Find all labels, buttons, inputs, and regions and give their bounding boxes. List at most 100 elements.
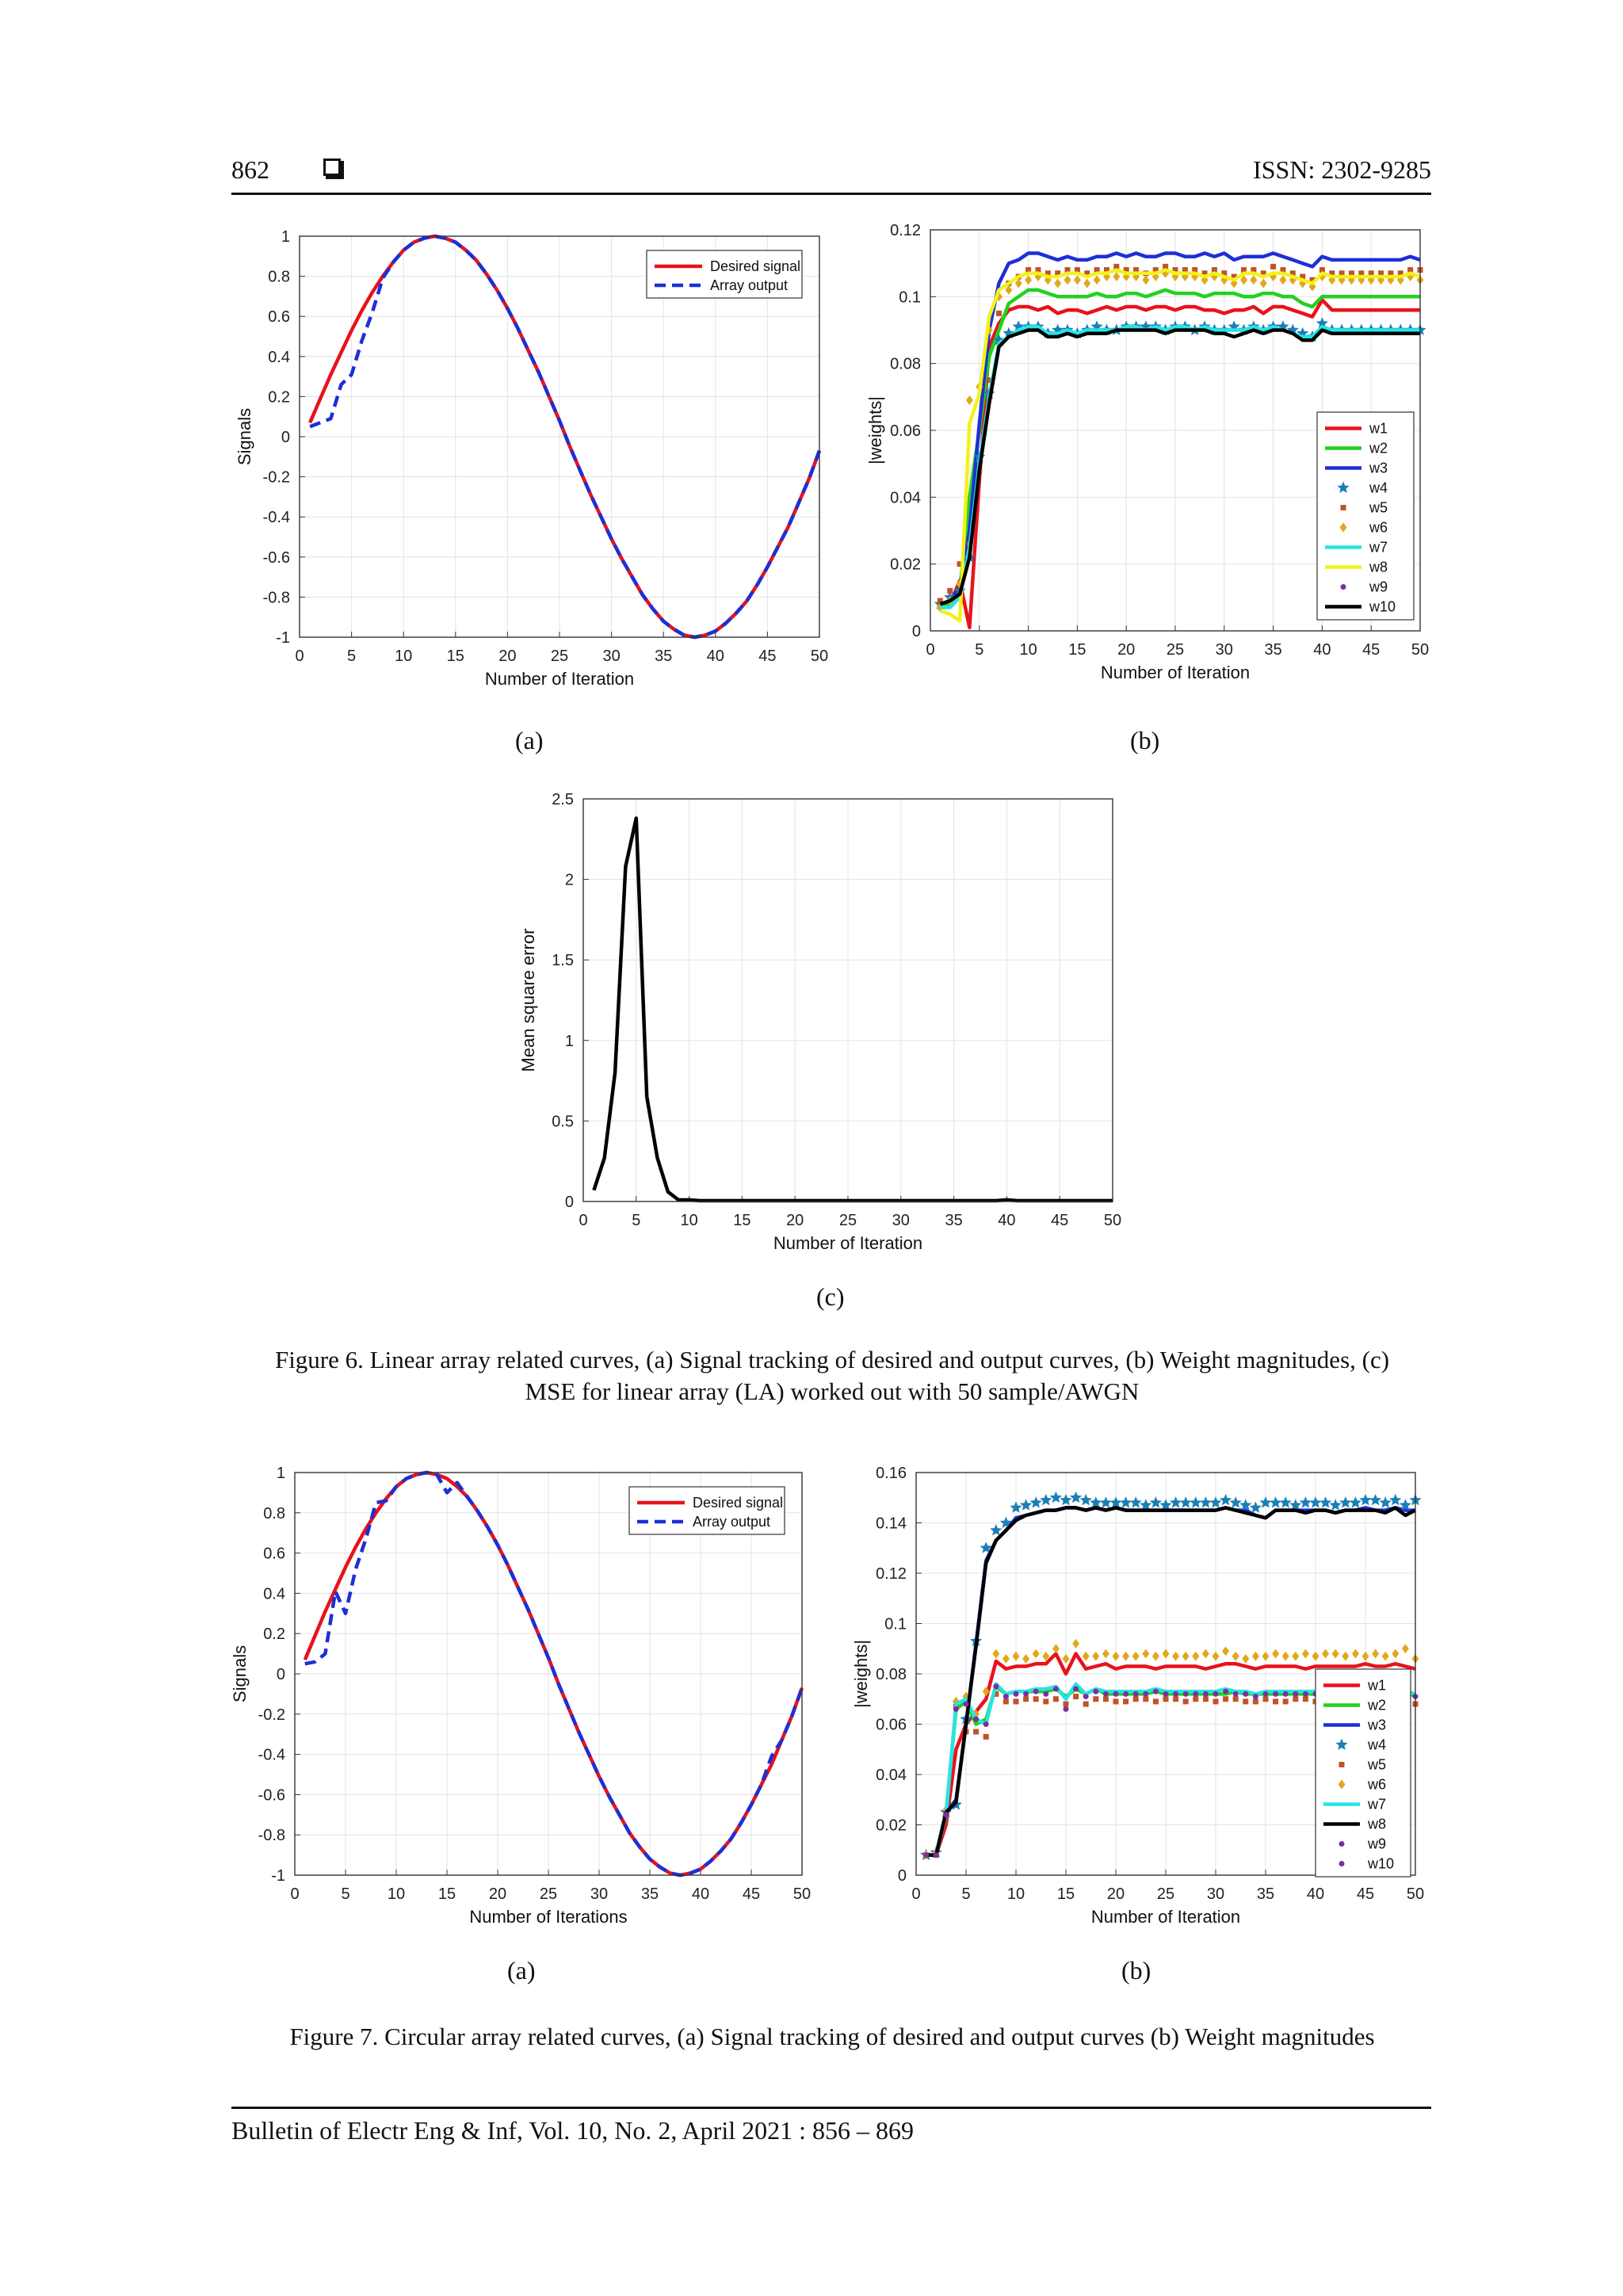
y-tick-label: 0 [898,1867,907,1885]
y-tick-label: 0.6 [263,1545,285,1563]
data-point [1270,272,1277,282]
figure-7b-chart: 0 5 10 15 20 25 30 35 40 45 50 0 0.02 0.04 0.06 0.08 0.1… [851,1465,1424,1927]
data-point [1172,267,1178,273]
legend-label: w2 [1367,1698,1386,1713]
series-line [940,298,1420,630]
series-line [940,325,1420,609]
data-point [947,587,953,594]
x-tick-label: 25 [1157,1885,1174,1903]
data-point [1060,1493,1072,1506]
data-point [1273,1698,1279,1705]
data-point [1252,1698,1258,1705]
legend: Desired signal Array output [646,250,803,299]
data-point [1201,1648,1209,1659]
axis-ticks: 0 5 10 15 20 25 30 35 40 45 50 0 0.5 1 1.5 2 2.5 [552,791,1121,1229]
figure-6b-chart: 0 5 10 15 20 25 30 35 40 45 50 0 0.02 0.04 0.06 0.08 0.1… [865,222,1429,682]
series-w5 [937,263,1423,604]
x-tick-label: 50 [1411,641,1429,659]
data-point [1292,1651,1300,1661]
data-point [1002,1653,1010,1664]
data-point [1250,275,1258,285]
legend-marker [1338,1779,1346,1790]
x-tick-label: 35 [945,1212,962,1229]
data-point [1182,1651,1190,1661]
data-point [1369,1493,1382,1506]
legend-label: w8 [1367,1817,1386,1832]
y-tick-label: 0.4 [263,1585,285,1603]
issn: ISSN: 2302-9285 [1253,155,1431,184]
legend-label: w5 [1369,500,1388,516]
data-point [1032,1648,1040,1659]
series-w3 [939,251,1421,606]
y-tick-label: 0 [281,429,290,446]
data-point [1243,1698,1249,1705]
data-point [1209,1496,1222,1508]
data-point [1090,1496,1102,1508]
x-tick-label: 25 [540,1885,557,1903]
x-tick-label: 20 [1107,1885,1125,1903]
data-point [1262,1651,1270,1661]
data-point [1149,1496,1162,1508]
x-tick-label: 45 [1362,641,1380,659]
data-point [1202,1696,1209,1702]
data-point [1273,1690,1279,1697]
y-tick-label: 0.1 [899,288,921,306]
data-point [1299,1496,1312,1508]
series-mse [592,816,1113,1203]
data-point [1062,1653,1070,1664]
legend-label: w7 [1369,540,1388,556]
data-point [1044,270,1051,277]
data-point [1025,275,1033,285]
x-tick-label: 30 [1207,1885,1224,1903]
data-point [983,1721,989,1727]
data-point [1281,1651,1289,1661]
legend-label: w2 [1369,441,1388,457]
data-point [1302,1696,1308,1702]
data-point [1407,267,1414,273]
series-Array output [309,234,822,640]
data-point [1359,1493,1372,1506]
data-point [1082,1651,1090,1661]
figure-6-caption: Figure 6. Linear array related curves, (… [274,1346,1390,1405]
series-line [309,234,822,640]
data-point [1132,1690,1139,1697]
data-point [1113,1698,1119,1705]
data-point [1312,1651,1319,1661]
y-tick-label: 0.16 [876,1465,907,1482]
data-point [1040,1493,1052,1506]
x-tick-label: 50 [1407,1885,1424,1903]
data-point [1083,1701,1089,1707]
x-tick-label: 15 [1057,1885,1075,1903]
y-tick-label: 0.12 [890,222,921,239]
data-point [1123,267,1129,273]
data-point [1279,275,1287,285]
legend-label: Array output [693,1514,770,1530]
data-point [1123,1690,1129,1697]
series-w10 [939,328,1420,606]
data-point [1064,275,1071,285]
data-point [1142,275,1150,285]
data-point [933,1852,939,1859]
data-point [1338,270,1345,277]
data-point [1023,1696,1029,1702]
data-point [1193,1690,1199,1697]
data-point [1092,1651,1100,1661]
data-point [1012,1651,1020,1661]
y-tick-label: 1.5 [552,952,574,969]
data-point [923,1852,930,1859]
data-point [1300,273,1306,280]
data-point [1318,272,1326,282]
data-point [1049,1491,1062,1503]
legend-marker [1340,505,1346,510]
x-tick-label: 5 [341,1885,349,1903]
x-tick-label: 50 [811,648,828,665]
series-line [926,1506,1417,1857]
data-point [1129,1496,1142,1508]
x-tick-label: 20 [1117,641,1135,659]
data-point [1378,270,1384,277]
data-point [1251,267,1257,273]
data-point [1170,1496,1182,1508]
figure-7-caption: Figure 7. Circular array related curves,… [289,2023,1375,2050]
x-tick-label: 40 [1307,1885,1324,1903]
x-tick-label: 30 [892,1212,910,1229]
